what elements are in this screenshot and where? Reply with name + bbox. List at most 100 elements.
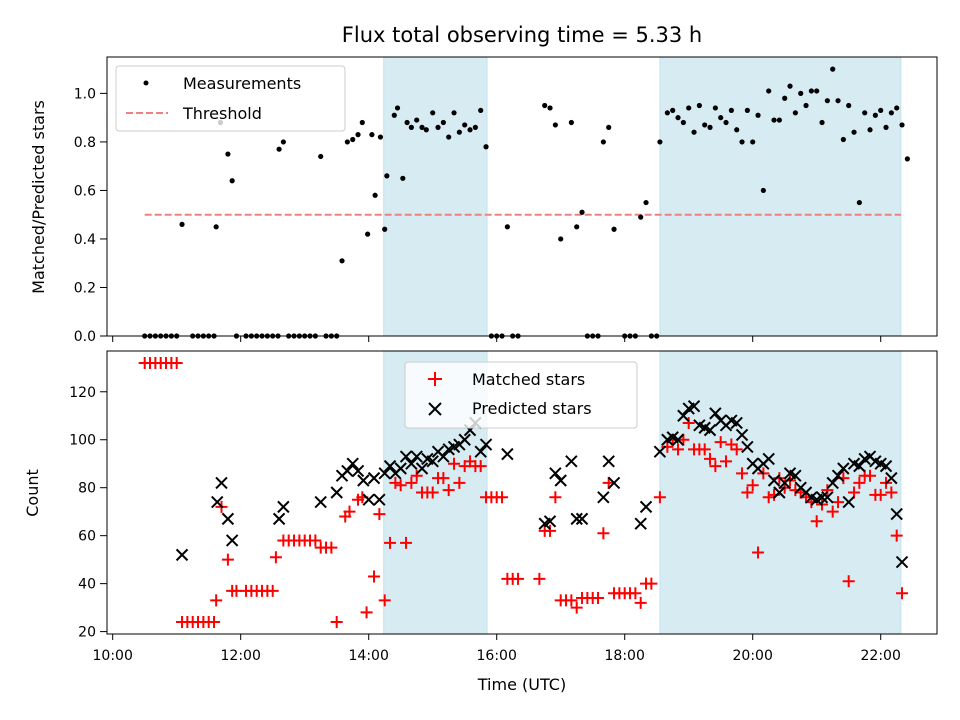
matched-star-point bbox=[496, 491, 509, 504]
predicted-star-point bbox=[837, 462, 850, 475]
top-panel-legend: Measurements Threshold bbox=[115, 65, 346, 132]
measurement-point bbox=[750, 139, 756, 145]
matched-star-point bbox=[389, 476, 402, 489]
measurement-point bbox=[744, 107, 750, 113]
predicted-star-point bbox=[597, 491, 610, 504]
predicted-star-point bbox=[607, 476, 621, 490]
measurement-point bbox=[707, 124, 713, 130]
measurement-point bbox=[547, 105, 553, 111]
measurement-point bbox=[846, 102, 852, 109]
matched-star-point bbox=[730, 443, 743, 456]
matched-star-point bbox=[736, 467, 749, 480]
measurement-point bbox=[408, 124, 414, 130]
measurement-point bbox=[440, 119, 446, 126]
matched-star-point bbox=[426, 486, 439, 499]
y-tick-label: 0.2 bbox=[74, 280, 96, 296]
predicted-star-point bbox=[383, 459, 397, 473]
predicted-star-point bbox=[225, 534, 239, 547]
measurement-point bbox=[771, 117, 777, 123]
matched-star-point bbox=[821, 484, 834, 497]
measurement-point bbox=[803, 102, 809, 109]
matched-star-point bbox=[741, 486, 754, 499]
bottom-panel-y-axis-label: Count bbox=[23, 469, 42, 517]
matched-star-point bbox=[864, 469, 877, 482]
measurement-point bbox=[787, 83, 793, 89]
matched-star-point bbox=[762, 491, 775, 504]
predicted-star-point bbox=[175, 548, 189, 562]
predicted-star-point bbox=[831, 469, 845, 482]
chart-title: Flux total observing time = 5.33 h bbox=[342, 23, 702, 47]
measurement-point bbox=[225, 151, 231, 157]
matched-star-point bbox=[853, 476, 866, 489]
matched-star-point bbox=[634, 596, 647, 609]
matched-star-point bbox=[746, 479, 759, 492]
y-tick-label: 0.0 bbox=[74, 329, 96, 345]
matched-star-point bbox=[645, 577, 658, 590]
matched-star-point bbox=[400, 536, 413, 549]
predicted-star-point bbox=[378, 467, 391, 480]
measurement-point bbox=[734, 127, 740, 133]
measurement-point bbox=[814, 88, 820, 94]
matched-star-point bbox=[221, 553, 234, 566]
bottom-panel-series bbox=[138, 356, 909, 629]
matched-star-point bbox=[544, 524, 557, 537]
legend-predicted-label: Predicted stars bbox=[472, 399, 592, 418]
matched-star-point bbox=[698, 443, 711, 456]
predicted-star-point bbox=[399, 450, 413, 463]
predicted-star-point bbox=[602, 455, 615, 468]
predicted-star-point bbox=[570, 512, 583, 526]
measurement-point bbox=[664, 110, 670, 116]
predicted-star-point bbox=[554, 474, 567, 487]
y-tick-label: 0.4 bbox=[74, 232, 96, 248]
predicted-star-point bbox=[789, 469, 802, 482]
measurement-point bbox=[435, 124, 441, 130]
measurement-point bbox=[856, 199, 862, 206]
matched-star-point bbox=[474, 460, 487, 473]
predicted-star-point bbox=[773, 486, 786, 499]
predicted-star-point bbox=[634, 517, 647, 530]
predicted-star-point bbox=[842, 495, 855, 509]
measurement-point bbox=[776, 117, 782, 123]
predicted-star-point bbox=[741, 440, 754, 454]
predicted-star-point bbox=[543, 515, 557, 528]
matched-star-point bbox=[384, 536, 397, 549]
predicted-star-point bbox=[357, 474, 370, 487]
top-panel-y-ticks: 0.0 0.2 0.4 0.6 0.8 1.0 bbox=[74, 86, 107, 345]
predicted-star-point bbox=[853, 459, 866, 473]
predicted-star-point bbox=[677, 409, 690, 422]
measurement-point bbox=[478, 107, 484, 113]
y-tick-label: 60 bbox=[78, 529, 96, 545]
matched-star-point bbox=[720, 455, 733, 468]
legend-matched-label: Matched stars bbox=[472, 370, 585, 389]
matched-star-point bbox=[208, 616, 221, 629]
legend-threshold-label: Threshold bbox=[182, 104, 262, 123]
predicted-star-point bbox=[415, 462, 429, 475]
predicted-star-point bbox=[394, 462, 407, 475]
matched-star-point bbox=[442, 484, 455, 497]
measurement-point bbox=[404, 119, 410, 126]
legend-measurements-marker bbox=[143, 80, 149, 86]
matched-star-point bbox=[448, 457, 461, 470]
measurement-point bbox=[702, 122, 708, 128]
matched-star-point bbox=[309, 534, 322, 547]
y-tick-label: 40 bbox=[78, 577, 96, 593]
measurement-point bbox=[611, 226, 617, 232]
predicted-star-point bbox=[575, 512, 589, 526]
predicted-star-point bbox=[653, 445, 667, 458]
measurement-point bbox=[355, 132, 361, 138]
matched-star-point bbox=[360, 606, 373, 619]
x-tick-label: 12:00 bbox=[221, 648, 261, 664]
measurement-point bbox=[391, 112, 397, 118]
measurement-point bbox=[670, 107, 676, 113]
predicted-star-point bbox=[474, 445, 487, 458]
predicted-star-point bbox=[762, 452, 775, 466]
top-legend-box bbox=[115, 65, 346, 132]
top-panel-highlight-bands bbox=[383, 56, 902, 337]
predicted-star-point bbox=[565, 455, 578, 468]
y-tick-label: 100 bbox=[69, 433, 96, 449]
predicted-star-point bbox=[821, 491, 834, 504]
measurement-point bbox=[451, 110, 457, 116]
predicted-star-point bbox=[671, 433, 685, 446]
measurement-point bbox=[400, 175, 406, 181]
matched-star-point bbox=[453, 476, 466, 489]
